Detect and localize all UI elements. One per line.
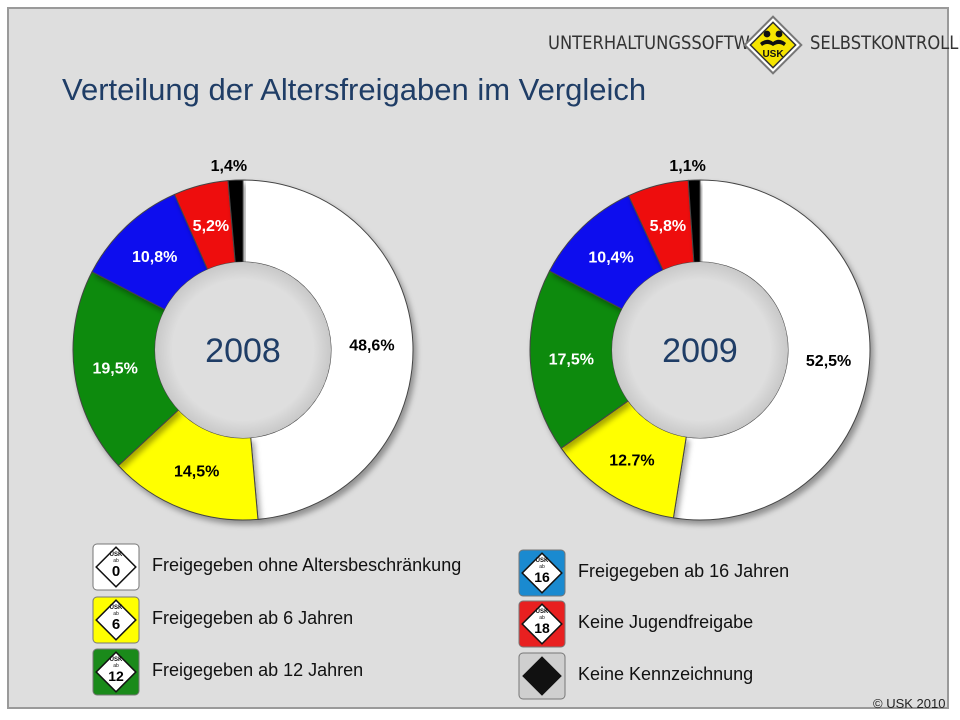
legend-label: Freigegeben ab 12 Jahren bbox=[152, 660, 364, 680]
usk-badge-number: 6 bbox=[112, 616, 120, 633]
value-label-ohne-altersbeschraenkung-2008: 48,6% bbox=[349, 337, 394, 354]
value-label-ab-6-2009: 12.7% bbox=[609, 453, 654, 470]
usk-badge-number: 16 bbox=[534, 569, 550, 585]
center-label-2008: 2008 bbox=[205, 332, 281, 370]
usk-small-label: USK bbox=[110, 605, 123, 611]
usk-ab-label: ab bbox=[113, 611, 119, 617]
logo-text-left: UNTERHALTUNGSSOFTWARE bbox=[548, 32, 782, 54]
usk-ab-label: ab bbox=[113, 558, 119, 564]
value-label-ab-6-2008: 14,5% bbox=[174, 463, 219, 480]
usk-logo-label: USK bbox=[762, 49, 784, 60]
value-label-keine-kennzeichnung-2009: 1,1% bbox=[669, 158, 705, 175]
usk-small-label: USK bbox=[536, 609, 549, 615]
usk-badge-number: 18 bbox=[534, 620, 550, 636]
usk-ab-label: ab bbox=[539, 564, 545, 570]
legend-label: Keine Kennzeichnung bbox=[578, 664, 754, 684]
usk-small-label: USK bbox=[536, 558, 549, 564]
donut-chart-2009: 2009 52,5% 12.7% 17,5% 10,4% 5,8% 1,1% bbox=[529, 158, 871, 521]
value-label-ab-16-2008: 10,8% bbox=[132, 249, 177, 266]
no-rating-icon bbox=[518, 652, 566, 700]
value-label-ab-12-2009: 17,5% bbox=[549, 352, 594, 369]
value-label-keine-jugendfreigabe-2008: 5,2% bbox=[193, 218, 229, 235]
page-title: Verteilung der Altersfreigaben im Vergle… bbox=[62, 72, 647, 107]
value-label-keine-kennzeichnung-2008: 1,4% bbox=[211, 158, 247, 175]
usk-badge-number: 12 bbox=[108, 668, 124, 684]
usk-ab-label: ab bbox=[539, 615, 545, 621]
legend-label: Freigegeben ab 6 Jahren bbox=[152, 608, 354, 628]
logo-text-right: SELBSTKONTROLLE bbox=[810, 32, 960, 54]
donut-hole-2008 bbox=[155, 262, 331, 438]
usk-small-label: USK bbox=[110, 552, 123, 558]
usk-ab-label: ab bbox=[113, 663, 119, 669]
donut-hole-2009 bbox=[612, 262, 788, 438]
value-label-keine-jugendfreigabe-2009: 5,8% bbox=[650, 218, 686, 235]
legend-label: Keine Jugendfreigabe bbox=[578, 612, 754, 632]
usk-small-label: USK bbox=[110, 657, 123, 663]
value-label-ab-16-2009: 10,4% bbox=[588, 250, 633, 267]
center-label-2009: 2009 bbox=[662, 332, 738, 370]
usk-badge-number: 0 bbox=[112, 563, 120, 580]
legend-label: Freigegeben ab 16 Jahren bbox=[578, 561, 790, 581]
value-label-ohne-altersbeschraenkung-2009: 52,5% bbox=[806, 353, 851, 370]
usk-logo-icon: USK bbox=[743, 15, 803, 75]
value-label-ab-12-2008: 19,5% bbox=[92, 360, 137, 377]
copyright: © USK 2010 bbox=[873, 696, 946, 711]
legend-label: Freigegeben ohne Altersbeschränkung bbox=[152, 555, 462, 575]
donut-chart-2008: 2008 48,6% 14,5% 19,5% 10,8% 5,2% 1,4% bbox=[72, 158, 414, 521]
